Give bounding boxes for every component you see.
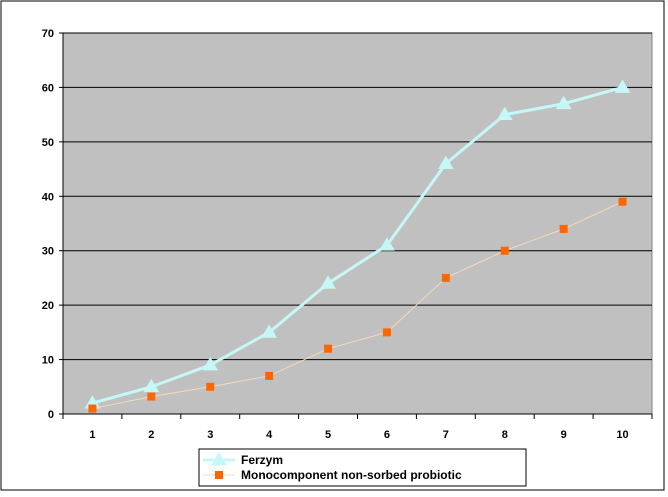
square-point [265, 371, 274, 380]
x-tick-label: 8 [502, 429, 508, 441]
legend-swatch-marker [211, 452, 227, 466]
x-axis: 1 2 3 4 5 6 7 8 9 10 [62, 413, 653, 441]
gridlines [63, 32, 652, 361]
triangle-point [261, 324, 278, 338]
square-point [147, 392, 156, 401]
square-point [206, 382, 215, 391]
y-tick-label: 70 [42, 28, 54, 40]
square-point [500, 246, 509, 255]
y-tick-label: 50 [42, 137, 54, 149]
y-axis: 0 10 20 30 40 50 60 70 [42, 28, 64, 421]
x-tick-label: 6 [384, 429, 390, 441]
legend-item: Monocomponent non-sorbed probiotic [203, 468, 462, 482]
x-tick-label: 10 [616, 429, 628, 441]
y-tick-label: 60 [42, 82, 54, 94]
y-tick-label: 0 [48, 409, 54, 421]
triangle-point [320, 275, 336, 289]
triangle-point [555, 95, 572, 110]
x-tick-label: 1 [89, 429, 95, 441]
y-tick-label: 10 [42, 355, 54, 367]
square-point [382, 328, 391, 337]
x-tick-label: 2 [148, 429, 154, 441]
triangle-point [437, 155, 454, 170]
series-line [92, 85, 623, 405]
x-tick-label: 3 [207, 429, 213, 441]
x-tick-label: 7 [443, 429, 449, 441]
square-point [559, 224, 568, 233]
square-point [618, 197, 627, 206]
triangle-point [379, 237, 395, 251]
triangle-point [614, 79, 631, 93]
square-point [324, 344, 333, 353]
series-line [92, 201, 623, 410]
y-tick-label: 30 [42, 246, 54, 258]
x-tick-label: 9 [561, 429, 567, 441]
y-tick-label: 40 [42, 191, 54, 203]
triangle-point [143, 378, 160, 393]
series-monocomponent [88, 197, 627, 413]
series-layer [84, 79, 631, 413]
legend-swatch-marker [215, 471, 223, 479]
x-tick-label: 4 [266, 429, 273, 441]
legend-box [198, 448, 527, 487]
square-point [88, 404, 97, 413]
triangle-point [202, 357, 219, 371]
triangle-point [496, 106, 513, 121]
legend-label: Monocomponent non-sorbed probiotic [241, 468, 462, 482]
y-tick-label: 20 [42, 300, 54, 312]
legend-item: Ferzym [203, 452, 283, 467]
legend-label: Ferzym [241, 453, 283, 467]
plot-area [62, 32, 653, 415]
x-tick-label: 5 [325, 429, 331, 441]
square-point [441, 273, 450, 282]
